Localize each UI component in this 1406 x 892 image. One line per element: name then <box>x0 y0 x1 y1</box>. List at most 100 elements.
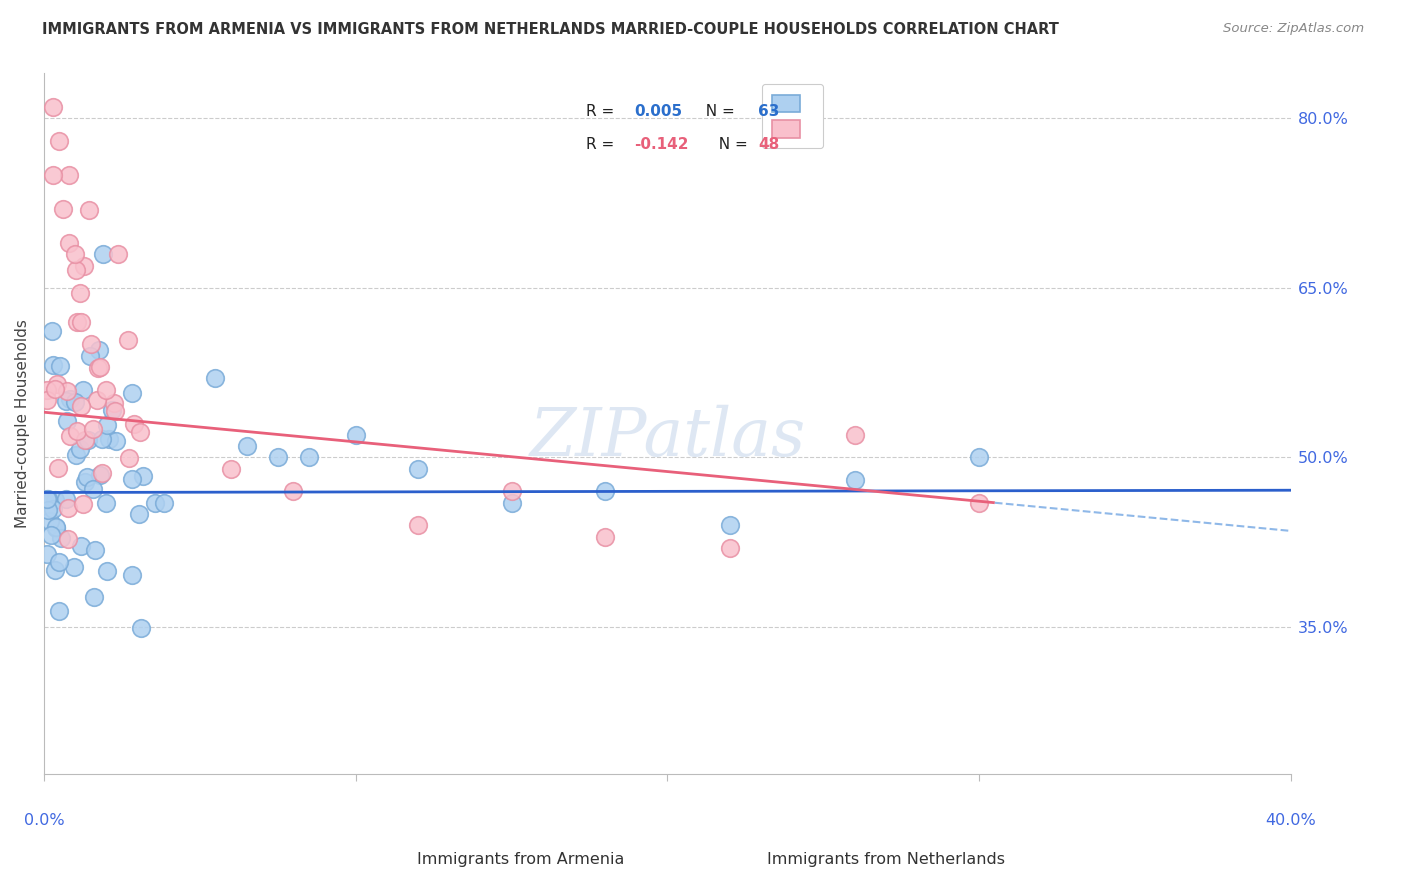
Point <box>204 371 226 385</box>
Point <box>59 392 82 407</box>
Point <box>48 555 70 569</box>
Text: 0.0%: 0.0% <box>24 813 65 828</box>
Point <box>42 168 65 182</box>
Point <box>70 539 93 553</box>
Point <box>718 518 741 533</box>
Text: 63: 63 <box>758 104 780 119</box>
Point <box>117 333 139 347</box>
Text: R =: R = <box>586 137 620 152</box>
Point <box>44 563 66 577</box>
Point <box>65 448 87 462</box>
Point <box>967 450 990 465</box>
Point <box>46 460 69 475</box>
Point <box>593 530 616 544</box>
Point <box>35 547 58 561</box>
Point <box>132 469 155 483</box>
Point <box>45 521 67 535</box>
Text: -0.142: -0.142 <box>634 137 689 152</box>
Point <box>55 384 77 398</box>
Point <box>96 418 118 433</box>
Point <box>69 285 91 300</box>
Point <box>39 514 62 528</box>
Text: 0.005: 0.005 <box>634 104 682 119</box>
Point <box>72 383 94 397</box>
Text: Immigrants from Netherlands: Immigrants from Netherlands <box>766 852 1005 867</box>
Point <box>37 492 59 507</box>
Point <box>298 450 321 465</box>
Point <box>344 427 367 442</box>
Point <box>129 425 152 440</box>
Point <box>48 604 70 618</box>
Legend: , : , <box>762 84 823 148</box>
Point <box>45 519 67 533</box>
Text: N =: N = <box>709 137 752 152</box>
Point <box>55 414 77 428</box>
Point <box>62 560 84 574</box>
Point <box>89 359 111 374</box>
Point <box>267 450 290 465</box>
Point <box>844 427 866 442</box>
Y-axis label: Married-couple Households: Married-couple Households <box>15 319 30 528</box>
Point <box>406 461 429 475</box>
Point <box>69 442 91 457</box>
Point <box>58 501 80 516</box>
Point <box>42 100 65 114</box>
Point <box>82 422 104 436</box>
Point <box>58 235 80 250</box>
Point <box>83 590 105 604</box>
Point <box>55 492 77 507</box>
Point <box>63 394 86 409</box>
Point <box>72 259 94 273</box>
Point <box>96 564 118 578</box>
Point <box>718 541 741 555</box>
Text: 40.0%: 40.0% <box>1265 813 1316 828</box>
Point <box>121 472 143 486</box>
Point <box>967 496 990 510</box>
Point <box>94 496 117 510</box>
Point <box>48 134 70 148</box>
Point <box>35 392 58 407</box>
Point <box>82 482 104 496</box>
Point <box>121 568 143 582</box>
Point <box>42 359 65 373</box>
Point <box>49 531 72 545</box>
Text: IMMIGRANTS FROM ARMENIA VS IMMIGRANTS FROM NETHERLANDS MARRIED-COUPLE HOUSEHOLDS: IMMIGRANTS FROM ARMENIA VS IMMIGRANTS FR… <box>42 22 1059 37</box>
Point <box>103 395 125 409</box>
Point <box>77 433 100 447</box>
Text: ZIPatlas: ZIPatlas <box>529 405 806 470</box>
Point <box>70 315 93 329</box>
Point <box>70 399 93 413</box>
Point <box>35 491 58 506</box>
Point <box>101 403 124 417</box>
Point <box>75 433 97 447</box>
Point <box>235 439 257 453</box>
Point <box>121 386 143 401</box>
Text: 48: 48 <box>758 137 780 152</box>
Point <box>91 466 114 480</box>
Point <box>76 470 98 484</box>
Point <box>96 383 118 397</box>
Point <box>143 496 166 510</box>
Point <box>91 247 114 261</box>
Text: Immigrants from Armenia: Immigrants from Armenia <box>416 852 624 867</box>
Point <box>73 475 96 490</box>
Point <box>79 337 101 351</box>
Point <box>219 461 242 475</box>
Point <box>49 359 72 374</box>
Point <box>84 543 107 558</box>
Text: R =: R = <box>586 104 620 119</box>
Point <box>42 502 65 516</box>
Point <box>52 202 75 216</box>
Point <box>66 315 89 329</box>
Point <box>90 432 112 446</box>
Point <box>39 528 62 542</box>
Point <box>86 392 108 407</box>
Point <box>44 493 66 508</box>
Point <box>44 382 66 396</box>
Point <box>35 383 58 397</box>
Point <box>41 324 63 338</box>
Point <box>98 432 121 446</box>
Point <box>79 350 101 364</box>
Point <box>118 451 141 466</box>
Point <box>77 202 100 217</box>
